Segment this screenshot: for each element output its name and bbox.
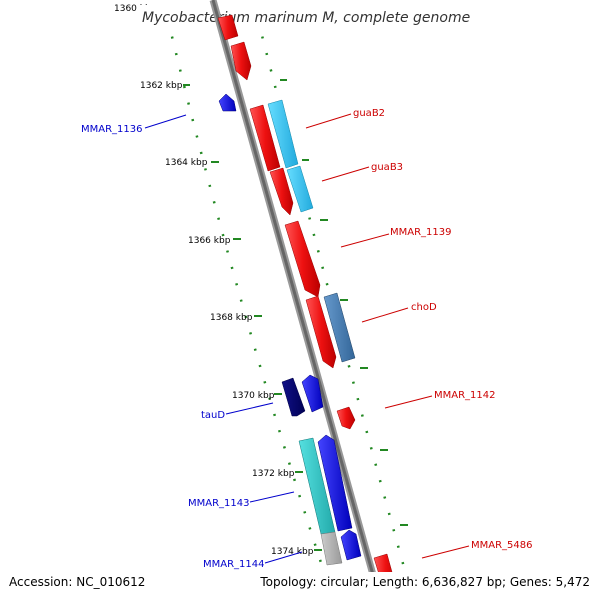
gene-label-mmar-1139: MMAR_1139 <box>390 227 452 238</box>
gene-label-mmar-5486: MMAR_5486 <box>471 540 533 551</box>
gene-arrow-guab2-cyan <box>267 99 299 169</box>
gene-arrow-top2 <box>230 41 252 81</box>
reverse-genes <box>218 93 362 566</box>
tick-label: 1366 kbp <box>188 236 231 246</box>
gene-labels: MMAR_1136 tauD MMAR_1143 MMAR_1144 guaB2… <box>81 108 533 570</box>
gene-arrow-guab3-cyan <box>286 165 314 213</box>
gene-label-mmar-1136: MMAR_1136 <box>81 124 143 135</box>
gene-label-mmar-1143: MMAR_1143 <box>188 498 250 509</box>
gene-arrow-mmar-1143-adj <box>317 434 353 532</box>
gene-arrow-mmar-1136 <box>218 93 237 112</box>
tick-ring-inner <box>166 19 334 597</box>
tick-label: 1362 kbp <box>140 81 183 91</box>
genome-summary-text: Topology: circular; Length: 6,636,827 bp… <box>259 575 590 589</box>
gene-label-mmar-1142: MMAR_1142 <box>434 390 496 401</box>
tick-label: 1372 kbp <box>252 469 295 479</box>
footer-backdrop <box>0 572 600 600</box>
map-title: Mycobacterium marinum M, complete genome <box>142 10 470 26</box>
genome-backbone <box>209 0 384 600</box>
tick-label: 1370 kbp <box>232 391 275 401</box>
gene-arrow-chod-red <box>305 295 337 369</box>
gene-arrow-mmar-1142-rev <box>301 374 324 413</box>
tick-labels: 1360 kbp 1362 kbp 1364 kbp 1366 kbp 1368… <box>114 4 314 557</box>
gene-label-guab2: guaB2 <box>353 108 385 119</box>
accession-text: Accession: NC_010612 <box>9 575 145 589</box>
tick-label: 1374 kbp <box>271 547 314 557</box>
gene-arrow-taud <box>281 377 306 417</box>
gene-arrow-guab3-red <box>269 167 294 216</box>
tick-label: 1360 kbp <box>114 4 157 14</box>
gene-arrow-mmar-1144 <box>320 531 343 566</box>
gene-arrow-mmar-1142 <box>336 406 356 430</box>
label-leaders <box>144 113 470 564</box>
gene-arrow-guab2-red <box>249 104 281 172</box>
gene-label-chod: choD <box>411 302 437 313</box>
tick-label: 1364 kbp <box>165 158 208 168</box>
gene-label-taud: tauD <box>201 410 225 421</box>
tick-label: 1368 kbp <box>210 313 253 323</box>
gene-arrow-mmar-1144-adj <box>340 529 362 561</box>
gene-arrow-top <box>217 14 239 41</box>
gene-arrow-chod-steel <box>323 292 356 363</box>
gene-label-mmar-1144: MMAR_1144 <box>203 559 265 570</box>
gene-label-guab3: guaB3 <box>371 162 403 173</box>
gene-arrow-mmar-1139 <box>284 220 321 298</box>
major-ticks <box>167 6 408 551</box>
